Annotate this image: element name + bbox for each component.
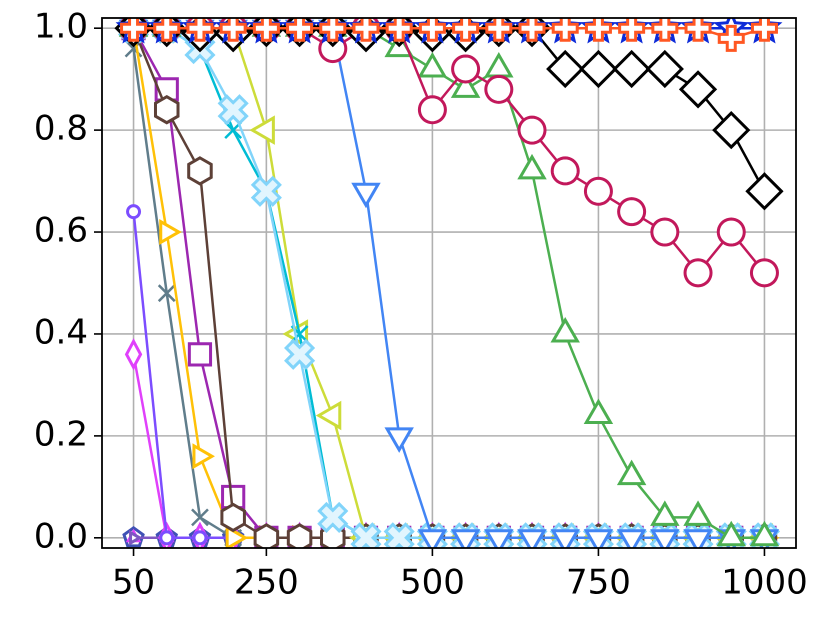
marker [484,74,514,104]
marker [187,342,213,367]
y-tick-label: 0.4 [34,312,88,352]
marker [452,18,480,42]
marker [584,18,612,42]
marker [612,49,651,89]
y-tick-label: 0.0 [34,516,88,556]
y-tick-label: 0.8 [34,109,88,149]
marker [617,197,647,227]
marker [317,501,349,533]
marker [616,459,647,486]
marker [153,18,181,42]
plot-frame [101,17,797,549]
marker [550,316,580,343]
marker [550,156,580,186]
marker [192,530,208,546]
marker [450,529,481,548]
marker [124,338,143,371]
marker [192,443,215,470]
marker [517,529,547,548]
marker [750,18,778,42]
marker [191,508,209,527]
marker [252,18,280,42]
marker [518,18,546,42]
x-tick-label: 750 [566,563,631,603]
marker [126,204,142,220]
marker [219,18,247,42]
marker [120,18,148,42]
marker [186,18,214,42]
y-tick-label: 0.6 [34,211,88,251]
marker [546,49,585,89]
marker [749,520,780,547]
y-tick-label: 0.2 [34,414,88,454]
marker [551,18,579,42]
marker [187,156,213,186]
marker [583,529,614,548]
marker [618,18,646,42]
marker [418,18,446,42]
marker [159,219,182,246]
x-tick-label: 1000 [721,563,808,603]
marker [650,217,680,247]
marker [716,520,746,547]
marker [517,153,547,180]
marker [650,500,680,526]
marker [550,529,580,548]
marker [683,258,713,288]
marker [484,529,514,548]
marker [129,530,143,546]
marker [286,18,314,42]
marker [579,49,618,89]
x-tick-label: 250 [234,563,299,603]
marker [645,49,684,89]
marker [583,398,614,424]
marker [284,338,316,370]
marker [651,18,679,42]
marker [319,18,347,42]
marker [712,110,751,150]
x-tick-label: 50 [112,563,155,603]
marker [315,400,342,431]
marker [417,529,448,548]
marker [650,529,680,548]
marker [517,115,547,145]
marker [220,502,246,533]
series-layer [114,18,784,548]
marker [384,427,414,453]
marker [417,51,448,78]
marker [249,115,275,145]
marker [225,524,249,548]
marker [450,72,481,98]
x-tick-label: 500 [400,563,465,603]
marker [383,522,415,548]
marker [583,176,613,206]
marker [451,54,481,84]
marker [157,284,176,303]
marker [352,18,380,42]
marker [683,500,713,526]
marker [684,18,712,42]
marker [253,523,280,548]
marker [159,530,175,546]
marker [716,217,746,247]
y-tick-label: 1.0 [34,7,88,47]
marker [351,182,381,209]
marker [217,94,249,126]
marker [749,258,779,288]
marker [286,523,313,548]
marker [417,95,447,125]
marker [616,529,647,548]
marker [678,70,718,109]
marker [350,522,382,548]
marker [250,175,282,207]
marker [717,24,745,52]
marker [153,94,180,125]
marker [485,18,513,42]
marker [683,529,713,548]
marker [745,172,784,211]
marker [385,18,413,42]
